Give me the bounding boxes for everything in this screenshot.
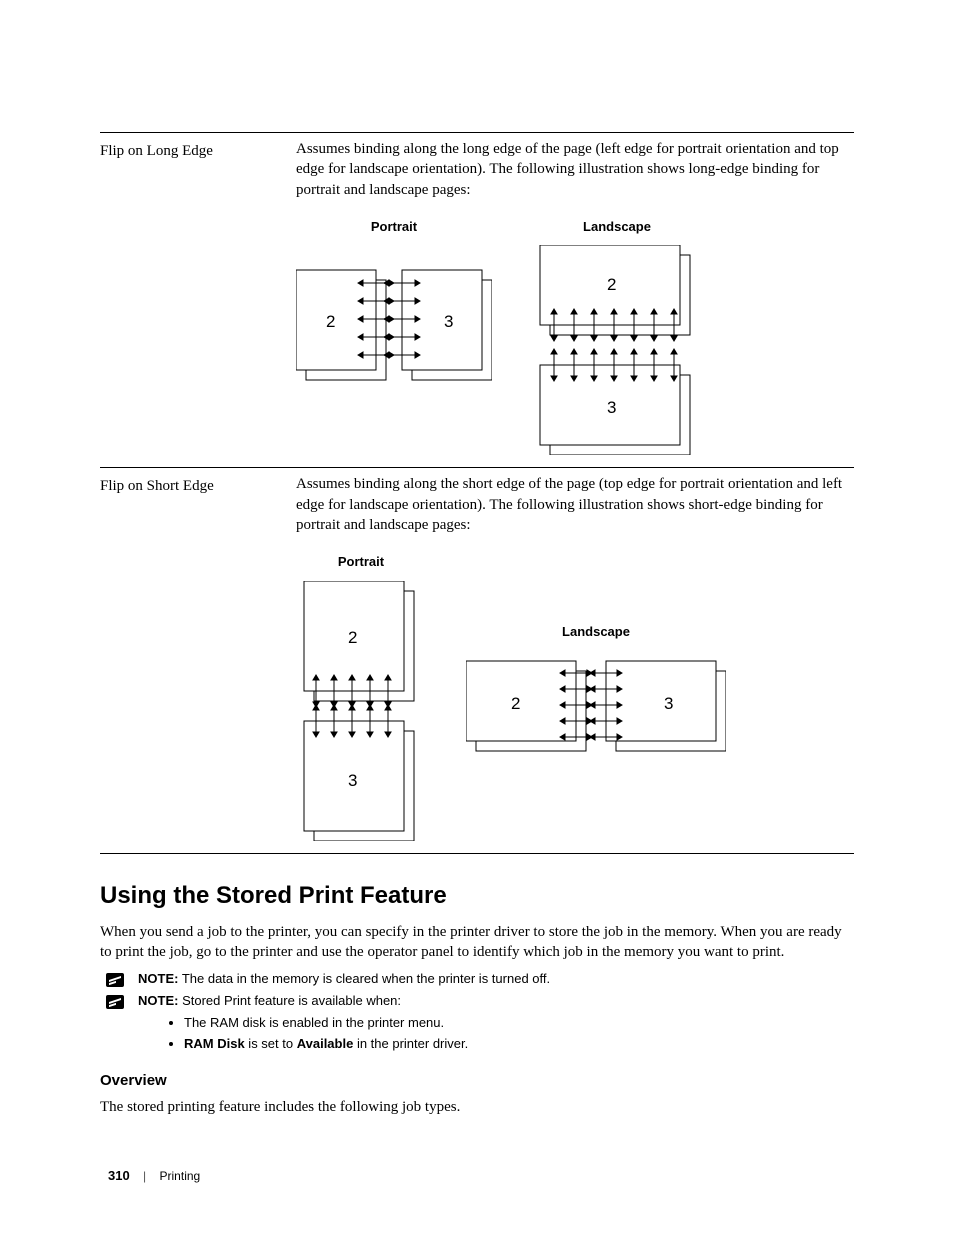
short-edge-portrait-svg: 2 3 [296, 581, 426, 841]
definitions-table: Flip on Long Edge Assumes binding along … [100, 132, 854, 854]
definition-description-text: Assumes binding along the long edge of t… [296, 141, 839, 198]
bullet-item: The RAM disk is enabled in the printer m… [184, 1014, 854, 1032]
note-row: NOTE: The data in the memory is cleared … [100, 970, 854, 988]
definition-term: Flip on Short Edge [100, 474, 296, 840]
short-edge-landscape-svg: 2 3 [466, 651, 726, 771]
diagram-landscape: Landscape [466, 553, 726, 841]
bullet-item: RAM Disk is set to Available in the prin… [184, 1035, 854, 1053]
diagram-number: 3 [444, 312, 453, 331]
note-text: NOTE: The data in the memory is cleared … [138, 970, 550, 988]
diagram-number: 3 [348, 771, 357, 790]
diagram-label: Portrait [371, 218, 417, 236]
page-footer: 310 | Printing [108, 1167, 200, 1185]
diagram-row: Portrait [296, 553, 854, 841]
note-icon [106, 995, 124, 1009]
diagram-label: Landscape [562, 623, 630, 641]
footer-section-name: Printing [160, 1169, 201, 1183]
definition-description: Assumes binding along the long edge of t… [296, 139, 854, 455]
long-edge-landscape-svg: 2 3 [532, 245, 702, 455]
definition-term: Flip on Long Edge [100, 139, 296, 455]
diagram-number: 2 [511, 694, 520, 713]
diagram-portrait: Portrait [296, 218, 492, 456]
note-row: NOTE: Stored Print feature is available … [100, 992, 854, 1010]
definition-description: Assumes binding along the short edge of … [296, 474, 854, 840]
subsection-heading: Overview [100, 1071, 854, 1091]
diagram-label: Landscape [583, 218, 651, 236]
diagram-number: 3 [664, 694, 673, 713]
diagram-number: 3 [607, 398, 616, 417]
page-number: 310 [108, 1168, 130, 1183]
definition-description-text: Assumes binding along the short edge of … [296, 476, 842, 533]
diagram-row: Portrait [296, 218, 854, 456]
diagram-landscape: Landscape [532, 218, 702, 456]
definition-row: Flip on Short Edge Assumes binding along… [100, 468, 854, 853]
note-bullets: The RAM disk is enabled in the printer m… [160, 1014, 854, 1053]
subsection-paragraph: The stored printing feature includes the… [100, 1097, 854, 1117]
section-heading: Using the Stored Print Feature [100, 880, 854, 912]
long-edge-portrait-svg: 2 3 [296, 245, 492, 385]
section-paragraph: When you send a job to the printer, you … [100, 922, 854, 963]
diagram-number: 2 [348, 628, 357, 647]
diagram-portrait: Portrait [296, 553, 426, 841]
diagram-label: Portrait [338, 553, 384, 571]
diagram-number: 2 [607, 275, 616, 294]
note-icon [106, 973, 124, 987]
definition-row: Flip on Long Edge Assumes binding along … [100, 133, 854, 468]
diagram-number: 2 [326, 312, 335, 331]
note-text: NOTE: Stored Print feature is available … [138, 992, 401, 1010]
footer-separator: | [143, 1169, 146, 1183]
